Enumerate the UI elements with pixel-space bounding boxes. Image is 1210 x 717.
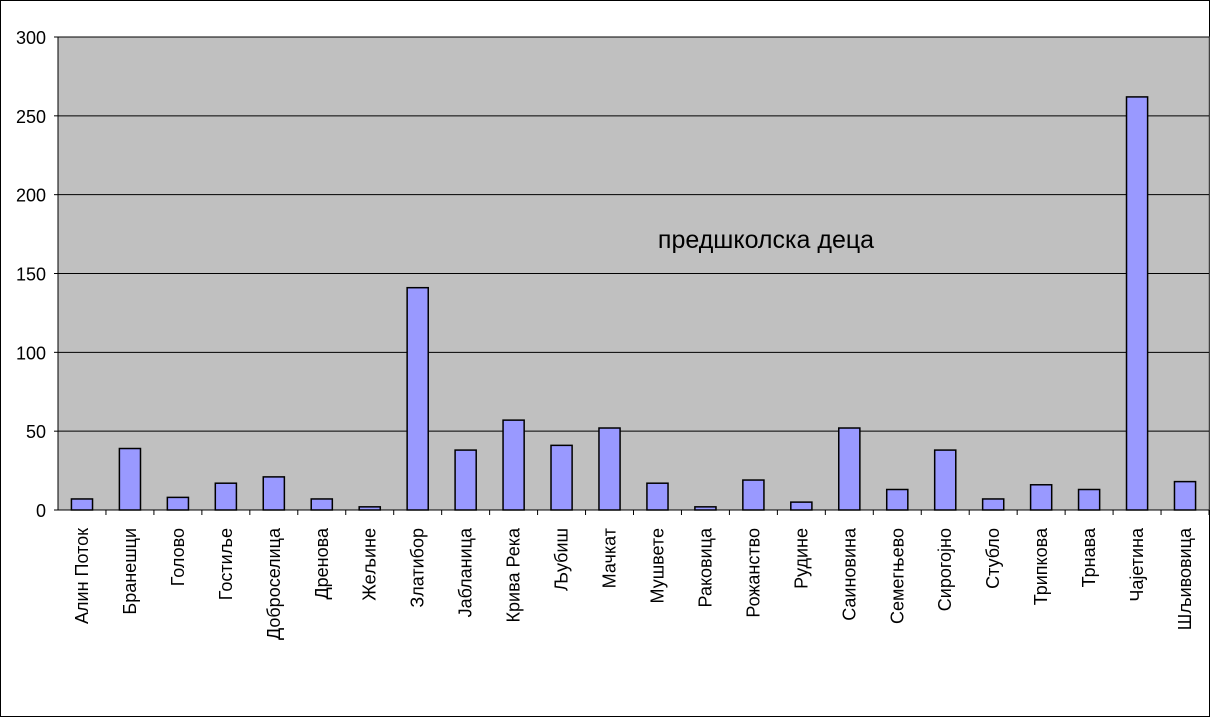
x-tick-label: Чајетина xyxy=(1127,527,1147,602)
x-tick-label: Дренова xyxy=(312,527,332,600)
bar xyxy=(1125,96,1149,511)
bar xyxy=(214,482,238,511)
x-tick-label: Сирогојно xyxy=(935,528,955,611)
x-tick-label: Бранешци xyxy=(120,528,140,615)
x-tick-label: Доброселица xyxy=(264,527,284,640)
x-tick-label: Стубло xyxy=(983,528,1003,589)
bar xyxy=(790,501,813,511)
bar xyxy=(118,447,142,511)
x-axis-tick-labels: Алин Поток Бранешци Голово Гостиље Добросели… xyxy=(72,510,1210,640)
bars xyxy=(70,96,1197,511)
x-tick-label: Саиновина xyxy=(839,527,859,621)
y-tick-label: 200 xyxy=(16,186,46,206)
bar xyxy=(598,427,621,511)
chart-annotation: предшколска деца xyxy=(658,226,874,254)
x-tick-label: Златибор xyxy=(408,528,428,608)
y-tick-label: 250 xyxy=(16,107,46,127)
bar xyxy=(550,444,573,511)
x-tick-label: Алин Поток xyxy=(72,528,92,624)
bar xyxy=(262,476,286,511)
bar xyxy=(933,449,957,511)
bar xyxy=(454,449,477,511)
bar xyxy=(166,496,190,511)
bar xyxy=(838,427,861,511)
x-tick-label: Трнава xyxy=(1079,527,1099,587)
x-tick-label: Жељине xyxy=(360,528,380,601)
x-tick-label: Семегњево xyxy=(887,528,907,624)
x-tick-label: Мачкат xyxy=(600,528,620,588)
bar xyxy=(1077,488,1101,511)
y-tick-label: 0 xyxy=(36,501,46,521)
x-tick-label: Шљивовица xyxy=(1175,527,1195,630)
x-tick-label: Раковица xyxy=(695,527,715,607)
bar xyxy=(310,498,334,511)
bar xyxy=(885,488,909,511)
bar xyxy=(742,479,765,511)
x-tick-label: Крива Река xyxy=(504,527,524,622)
x-tick-label: Јабланица xyxy=(456,527,476,617)
gridlines xyxy=(58,36,1209,432)
bar xyxy=(1029,484,1053,511)
bar xyxy=(1173,480,1197,511)
y-tick-label: 100 xyxy=(16,343,46,363)
y-tick-label: 50 xyxy=(26,422,46,442)
x-tick-label: Трипкова xyxy=(1031,527,1051,605)
x-tick-label: Мушвете xyxy=(647,528,667,603)
bar xyxy=(406,286,429,511)
bar xyxy=(646,482,669,511)
x-tick-label: Љубиш xyxy=(552,528,572,591)
y-tick-label: 150 xyxy=(16,265,46,285)
x-tick-label: Голово xyxy=(168,528,188,586)
x-tick-label: Рудине xyxy=(791,528,811,589)
y-tick-label: 300 xyxy=(16,28,46,48)
bar xyxy=(70,498,94,511)
bar xyxy=(981,498,1005,511)
bar xyxy=(502,419,525,511)
x-tick-label: Гостиље xyxy=(216,528,236,600)
x-tick-label: Рожанство xyxy=(743,528,763,618)
y-axis-tick-labels: 0 50 100 150 200 250 300 xyxy=(16,28,58,521)
